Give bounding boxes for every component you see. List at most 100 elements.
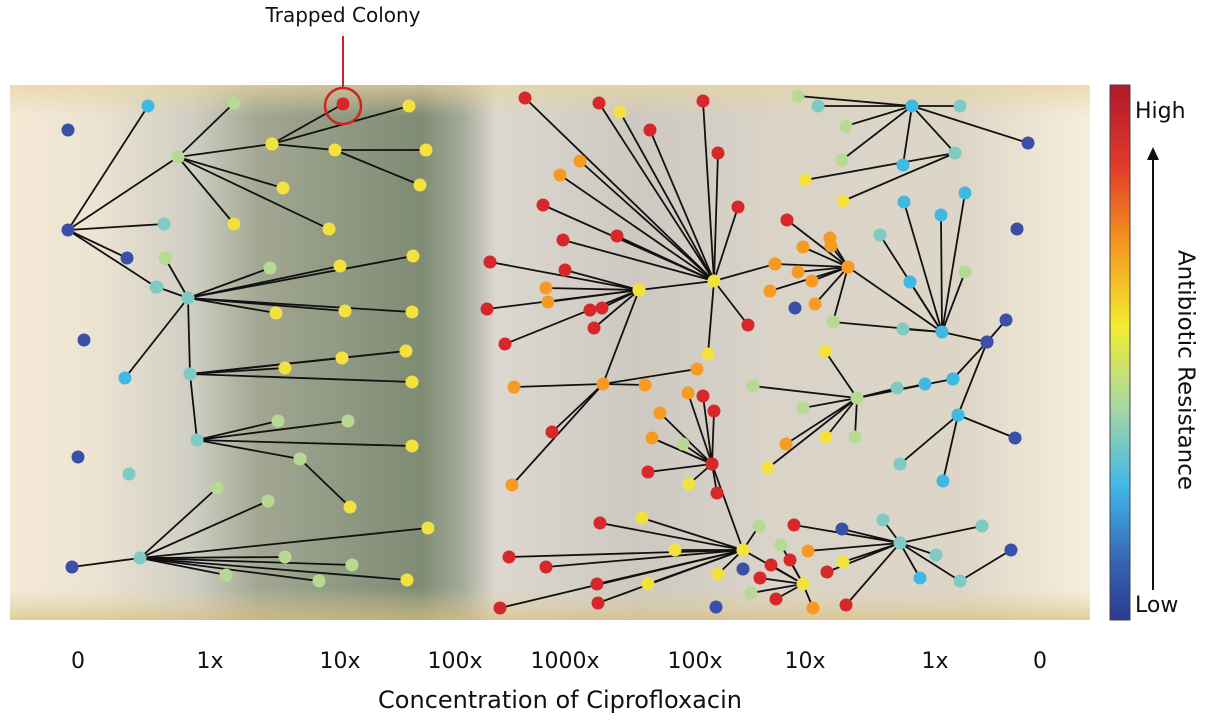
colony [836, 154, 849, 167]
colony [807, 602, 820, 615]
colony [329, 144, 342, 157]
colony [959, 266, 972, 279]
colony [712, 147, 725, 160]
x-label: 100x [427, 649, 482, 674]
colony [784, 554, 797, 567]
colony [770, 593, 783, 606]
colony [422, 522, 435, 535]
colony [792, 90, 805, 103]
colony [342, 415, 355, 428]
colony [897, 323, 910, 336]
colony [708, 275, 721, 288]
colony [894, 537, 907, 550]
colony [78, 334, 91, 347]
colony [1022, 137, 1035, 150]
colony [597, 378, 610, 391]
colony [337, 98, 350, 111]
colony [849, 431, 862, 444]
colony [981, 336, 994, 349]
colony [279, 551, 292, 564]
colony [820, 431, 833, 444]
colony [840, 120, 853, 133]
colony [636, 512, 649, 525]
colony [151, 281, 164, 294]
colony [277, 182, 290, 195]
colony [677, 438, 690, 451]
colony [821, 566, 834, 579]
colony [819, 345, 832, 358]
colony [407, 250, 420, 263]
colony [754, 572, 767, 585]
colony [809, 298, 822, 311]
colony [837, 195, 850, 208]
colony [737, 544, 750, 557]
colony [639, 379, 652, 392]
colony [323, 223, 336, 236]
colony [406, 306, 419, 319]
colony [591, 578, 604, 591]
colony [708, 405, 721, 418]
colony [802, 545, 815, 558]
x-label: 10x [319, 649, 360, 674]
colony [644, 124, 657, 137]
colony [559, 264, 572, 277]
colony [264, 262, 277, 275]
colony [272, 415, 285, 428]
colony [788, 519, 801, 532]
colony [877, 514, 890, 527]
colony [592, 597, 605, 610]
colony [406, 440, 419, 453]
colony [611, 230, 624, 243]
colony [806, 275, 819, 288]
colony [764, 285, 777, 298]
colony [121, 252, 134, 265]
colony [732, 201, 745, 214]
colony [706, 458, 719, 471]
colony [697, 390, 710, 403]
colony [184, 368, 197, 381]
colony [406, 376, 419, 389]
colony [403, 100, 416, 113]
colony [614, 106, 627, 119]
colony [742, 319, 755, 332]
colony [160, 252, 173, 265]
colony [313, 575, 326, 588]
colony [554, 169, 567, 182]
colony [954, 100, 967, 113]
colony [191, 434, 204, 447]
colony [904, 276, 917, 289]
colony [172, 151, 185, 164]
colony [959, 187, 972, 200]
colony [540, 282, 553, 295]
colony [874, 229, 887, 242]
colony [119, 372, 132, 385]
colony [262, 495, 275, 508]
colony [588, 322, 601, 335]
colony [824, 232, 837, 245]
colony [712, 568, 725, 581]
colony [642, 578, 655, 591]
colony [781, 214, 794, 227]
colony [1000, 314, 1013, 327]
colony [711, 487, 724, 500]
colony [710, 601, 723, 614]
colorbar-high: High [1135, 99, 1186, 124]
colony [339, 305, 352, 318]
x-label: 0 [71, 649, 85, 674]
colony [919, 378, 932, 391]
colony [481, 303, 494, 316]
colony [62, 124, 75, 137]
colony [642, 466, 655, 479]
colony [697, 95, 710, 108]
colony [646, 432, 659, 445]
colony [142, 100, 155, 113]
colony [557, 234, 570, 247]
colony [949, 147, 962, 160]
colony [851, 392, 864, 405]
colony [797, 578, 810, 591]
colony [66, 561, 79, 574]
colony [182, 292, 195, 305]
colony [702, 348, 715, 361]
colony [827, 316, 840, 329]
colony [682, 387, 695, 400]
